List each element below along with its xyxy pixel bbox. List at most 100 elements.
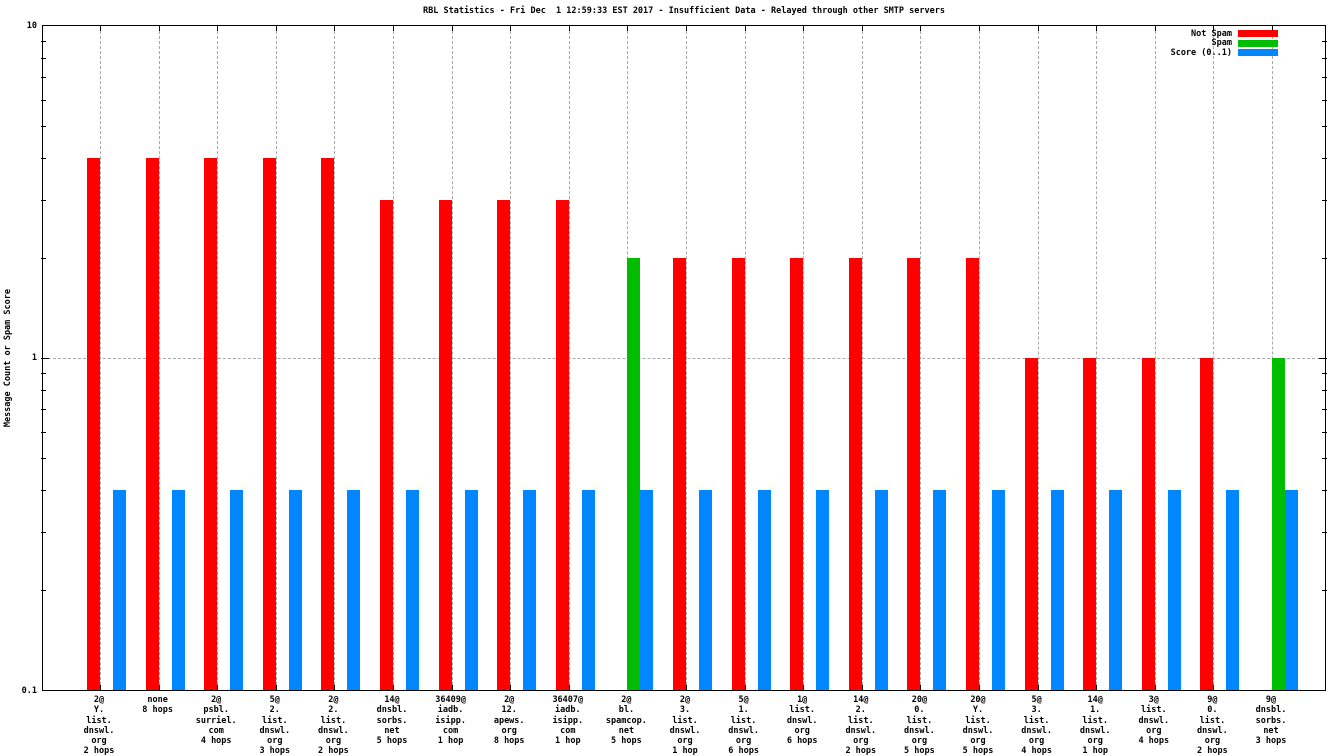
x-tick-label: 2@ 12. apews. org 8 hops bbox=[493, 695, 525, 747]
y-minor-tick bbox=[41, 490, 46, 492]
x-tick-top bbox=[451, 26, 453, 31]
x-tick-bottom bbox=[100, 685, 101, 690]
y-minor-tick bbox=[1322, 490, 1327, 492]
y-minor-tick bbox=[41, 41, 46, 43]
x-tick-bottom bbox=[686, 685, 687, 690]
y-minor-tick bbox=[41, 58, 46, 60]
y-minor-tick bbox=[1322, 258, 1327, 260]
bar-not-spam bbox=[848, 258, 862, 690]
y-minor-tick bbox=[1322, 199, 1327, 201]
bar-score bbox=[699, 490, 712, 690]
x-tick-top bbox=[627, 26, 629, 31]
x-tick-label: 2@ psbl. surriel. com 4 hops bbox=[195, 695, 237, 747]
y-minor-tick bbox=[41, 77, 46, 79]
y-minor-tick bbox=[1322, 431, 1327, 433]
y-minor-tick bbox=[1322, 58, 1327, 60]
y-minor-tick bbox=[1322, 77, 1327, 79]
bar-not-spam bbox=[380, 199, 393, 690]
y-minor-tick bbox=[1322, 390, 1327, 392]
x-tick-bottom bbox=[1154, 685, 1156, 690]
x-tick-label: 36407@ iadb. isipp. com 1 hop bbox=[552, 695, 584, 747]
y-minor-tick bbox=[41, 373, 46, 375]
bar-spam bbox=[627, 258, 641, 690]
y-tick-label-10: 10 bbox=[26, 21, 37, 31]
x-tick-label: 14@ 2. list. dnswl. org 2 hops bbox=[845, 695, 877, 756]
bar-not-spam bbox=[438, 199, 452, 690]
legend: Not Spam Spam Score (0..1) bbox=[1171, 29, 1278, 58]
y-minor-tick bbox=[1322, 409, 1327, 411]
bar-score bbox=[171, 490, 185, 690]
x-tick-label: none 8 hops bbox=[142, 695, 173, 716]
y-tick-label-1: 1 bbox=[31, 353, 37, 363]
chart-title: RBL Statistics - Fri Dec 1 12:59:33 EST … bbox=[423, 6, 945, 16]
y-minor-tick bbox=[1322, 41, 1327, 43]
x-tick-top bbox=[334, 26, 336, 31]
x-tick-label: 9@ 0. list. dnswl. org 2 hops bbox=[1197, 695, 1228, 756]
y-minor-tick bbox=[41, 199, 46, 201]
y-minor-tick bbox=[1322, 125, 1327, 127]
x-tick-label: 14@ dnsbl. sorbs. net 5 hops bbox=[376, 695, 408, 747]
bar-score bbox=[523, 490, 537, 690]
bar-score bbox=[933, 490, 947, 690]
x-tick-bottom bbox=[334, 685, 336, 690]
bar-spam bbox=[1272, 358, 1285, 690]
y-minor-tick bbox=[41, 431, 46, 433]
bar-score bbox=[230, 490, 244, 690]
x-tick-top bbox=[686, 26, 687, 31]
x-tick-bottom bbox=[1213, 685, 1215, 690]
x-tick-top bbox=[275, 26, 277, 31]
x-tick-top bbox=[1096, 26, 1098, 31]
bar-not-spam bbox=[145, 158, 159, 690]
bar-score bbox=[347, 490, 361, 690]
bar-not-spam bbox=[1141, 358, 1155, 690]
bar-score bbox=[1109, 490, 1123, 690]
bar-not-spam bbox=[321, 158, 335, 690]
y-minor-tick bbox=[1322, 158, 1327, 160]
y-minor-tick bbox=[1322, 457, 1327, 459]
bar-score bbox=[757, 490, 771, 690]
y-tick-label-0.1: 0.1 bbox=[21, 686, 37, 696]
bar-not-spam bbox=[790, 258, 804, 690]
bar-score bbox=[406, 490, 419, 690]
x-tick-bottom bbox=[393, 685, 394, 690]
y-minor-tick bbox=[41, 409, 46, 411]
x-tick-label: 3@ list. dnswl. org 4 hops bbox=[1138, 695, 1170, 747]
bar-not-spam bbox=[966, 258, 979, 690]
x-tick-label: 5@ 1. list. dnswl. org 6 hops bbox=[728, 695, 759, 756]
x-tick-bottom bbox=[920, 685, 922, 690]
x-tick-top bbox=[510, 26, 512, 31]
y-minor-tick bbox=[41, 258, 46, 260]
x-tick-top bbox=[100, 26, 101, 31]
x-tick-label: 2@ Y. list. dnswl. org 2 hops bbox=[83, 695, 115, 756]
x-tick-bottom bbox=[510, 685, 512, 690]
bar-not-spam bbox=[555, 199, 569, 690]
y-major-tick bbox=[41, 358, 49, 359]
x-tick-top bbox=[1213, 26, 1215, 31]
x-tick-bottom bbox=[744, 685, 746, 690]
legend-swatch-spam bbox=[1238, 39, 1278, 47]
x-tick-top bbox=[1272, 26, 1273, 31]
x-tick-label: 1@ list. dnswl. org 6 hops bbox=[786, 695, 818, 747]
y-major-tick bbox=[1319, 358, 1327, 359]
x-tick-top bbox=[158, 26, 160, 31]
y-minor-tick bbox=[41, 390, 46, 392]
x-tick-label: 2@ 3. list. dnswl. org 1 hop bbox=[669, 695, 701, 756]
bar-not-spam bbox=[204, 158, 218, 690]
legend-swatch-score bbox=[1238, 49, 1278, 57]
bar-score bbox=[992, 490, 1005, 690]
x-tick-top bbox=[744, 26, 746, 31]
x-tick-bottom bbox=[1096, 685, 1098, 690]
legend-label-not-spam: Not Spam bbox=[1191, 28, 1232, 39]
y-minor-tick bbox=[1322, 373, 1327, 375]
x-tick-bottom bbox=[451, 685, 453, 690]
x-tick-label: 5@ 3. list. dnswl. org 4 hops bbox=[1021, 695, 1052, 756]
bar-not-spam bbox=[731, 258, 745, 690]
bar-score bbox=[816, 490, 830, 690]
x-tick-label: 2@ 2. list. dnswl. org 2 hops bbox=[318, 695, 349, 756]
y-minor-tick bbox=[1322, 590, 1327, 592]
x-tick-label: 9@ dnsbl. sorbs. net 3 hops bbox=[1255, 695, 1287, 747]
bar-score bbox=[874, 490, 888, 690]
legend-item-spam: Spam bbox=[1171, 38, 1278, 48]
bar-not-spam bbox=[497, 199, 511, 690]
